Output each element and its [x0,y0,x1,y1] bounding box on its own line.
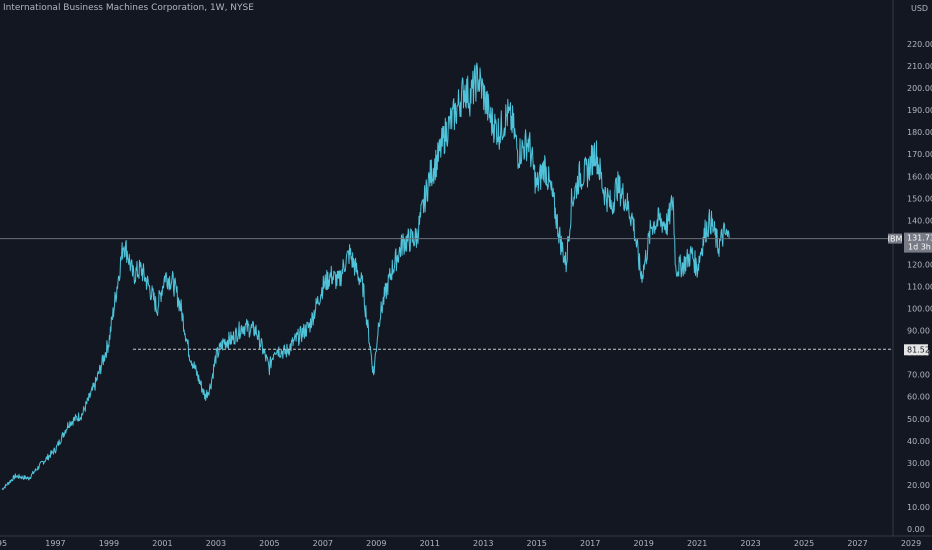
price-tick-label: 150.00 [907,194,932,203]
time-axis-ticks[interactable]: 95 1997 1999 2001 2003 2005 2007 2009 2011 2013 20… [0,539,921,548]
current-price-tag [904,232,932,253]
price-series-line [1,62,730,491]
time-tick-label: 2025 [794,539,814,548]
time-tick-label: 2019 [633,539,653,548]
currency-label: USD [911,4,928,13]
price-tick-label: 120.00 [907,260,932,269]
price-tick-label: 210.00 [907,62,932,71]
level-price-tag [904,344,928,356]
price-tick-label: 190.00 [907,106,932,115]
level-price-label: 81.52 [907,345,930,354]
horizontal-levels-layer [0,238,893,350]
price-series-layer [1,62,730,491]
current-price-label: 131.73 [907,234,932,243]
time-tick-label: 2001 [152,539,172,548]
price-tick-label: 140.00 [907,216,932,225]
time-tick-label: 1997 [45,539,65,548]
price-tick-label: 170.00 [907,150,932,159]
symbol-tag [888,233,902,244]
price-tick-label: 220.00 [907,40,932,49]
time-tick-label: 2023 [740,539,760,548]
price-tags-layer: IBM 131.731d 3h 81.52 [888,232,932,356]
time-tick-label: 2013 [473,539,493,548]
time-tick-label: 2015 [527,539,547,548]
price-tick-label: 20.00 [907,481,930,490]
price-tick-label: 60.00 [907,393,930,402]
time-tick-label: 2011 [420,539,440,548]
time-tick-label: 2021 [687,539,707,548]
symbol-title[interactable]: International Business Machines Corporat… [3,3,254,13]
price-tick-label: 90.00 [907,327,930,336]
time-tick-label: 95 [0,539,7,548]
price-tick-label: 200.00 [907,84,932,93]
countdown-label: 1d 3h [908,243,931,252]
price-tick-label: 180.00 [907,128,932,137]
time-tick-label: 2027 [847,539,867,548]
time-tick-label: 2003 [206,539,226,548]
price-tick-label: 30.00 [907,459,930,468]
price-tick-label: 0.00 [907,525,925,534]
price-tick-label: 100.00 [907,305,932,314]
time-tick-label: 1999 [99,539,119,548]
time-tick-label: 2007 [313,539,333,548]
symbol-tag-label: IBM [888,235,903,244]
price-tick-label: 160.00 [907,172,932,181]
price-tick-label: 50.00 [907,415,930,424]
price-tick-label: 70.00 [907,371,930,380]
time-tick-label: 2029 [901,539,921,548]
price-tick-label: 40.00 [907,437,930,446]
price-tick-label: 10.00 [907,503,930,512]
time-tick-label: 2017 [580,539,600,548]
time-tick-label: 2005 [259,539,279,548]
price-axis-ticks[interactable]: 0.00 10.00 20.00 30.00 40.00 50.00 60.00 70.00 8… [907,40,932,534]
time-tick-label: 2009 [366,539,386,548]
price-tick-label: 110.00 [907,283,932,292]
